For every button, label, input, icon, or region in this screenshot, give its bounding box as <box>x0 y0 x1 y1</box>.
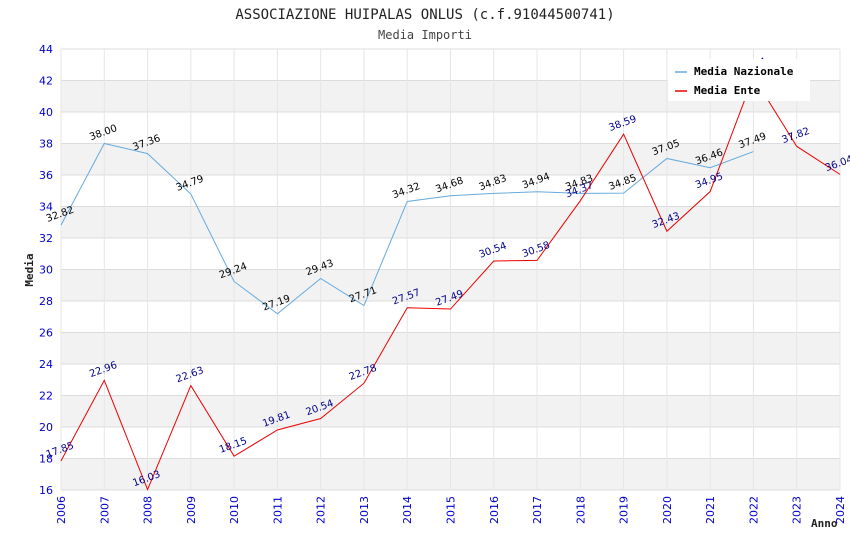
x-tick-label: 2024 <box>834 496 847 524</box>
series-line-media-ente <box>60 75 841 491</box>
y-tick-label: 44 <box>39 43 53 56</box>
legend-label-media-nazionale: Media Nazionale <box>694 65 794 78</box>
x-tick-label: 2006 <box>55 496 68 524</box>
x-tick-label: 2022 <box>747 496 760 524</box>
x-tick-label: 2023 <box>791 496 804 524</box>
y-tick-label: 24 <box>39 358 53 371</box>
y-tick-label: 34 <box>39 201 53 214</box>
y-tick-label: 40 <box>39 106 53 119</box>
x-axis-label: Anno <box>811 517 838 530</box>
x-tick-label: 2015 <box>445 496 458 524</box>
x-tick-label: 2020 <box>661 496 674 524</box>
x-tick-label: 2009 <box>185 496 198 524</box>
y-tick-label: 26 <box>39 327 53 340</box>
x-tick-label: 2016 <box>488 496 501 524</box>
y-tick-label: 18 <box>39 453 53 466</box>
y-tick-label: 16 <box>39 484 53 497</box>
x-axis-ticks: 2006 2007 2008 2009 2010 2011 2012 2013 2014 2015… <box>55 496 847 524</box>
legend: Media Nazionale Media Ente <box>668 59 810 101</box>
x-tick-label: 2017 <box>531 496 544 524</box>
x-tick-label: 2021 <box>704 496 717 524</box>
x-tick-label: 2008 <box>142 496 155 524</box>
series-line-media-nazionale <box>60 142 754 315</box>
y-axis-label: Media <box>23 253 36 286</box>
series-group <box>60 75 841 491</box>
x-tick-label: 2011 <box>271 496 284 524</box>
y-axis-ticks: 16 18 20 22 24 26 28 30 32 34 36 38 40 42 44 <box>39 43 53 497</box>
x-tick-label: 2010 <box>228 496 241 524</box>
x-tick-label: 2019 <box>618 496 631 524</box>
y-tick-label: 20 <box>39 421 53 434</box>
chart-subtitle: Media Importi <box>378 28 472 42</box>
y-tick-label: 42 <box>39 75 53 88</box>
y-tick-label: 38 <box>39 138 53 151</box>
y-tick-label: 28 <box>39 295 53 308</box>
legend-background <box>668 59 810 101</box>
x-tick-label: 2018 <box>574 496 587 524</box>
y-tick-label: 32 <box>39 232 53 245</box>
x-tick-label: 2013 <box>358 496 371 524</box>
legend-label-media-ente: Media Ente <box>694 84 761 97</box>
y-tick-label: 30 <box>39 264 53 277</box>
x-tick-label: 2014 <box>401 496 414 524</box>
y-tick-label: 22 <box>39 390 53 403</box>
x-tick-label: 2007 <box>98 496 111 524</box>
gridlines <box>60 48 841 491</box>
chart-title: ASSOCIAZIONE HUIPALAS ONLUS (c.f.9104450… <box>235 7 614 23</box>
y-tick-label: 36 <box>39 169 53 182</box>
x-tick-label: 2012 <box>315 496 328 524</box>
